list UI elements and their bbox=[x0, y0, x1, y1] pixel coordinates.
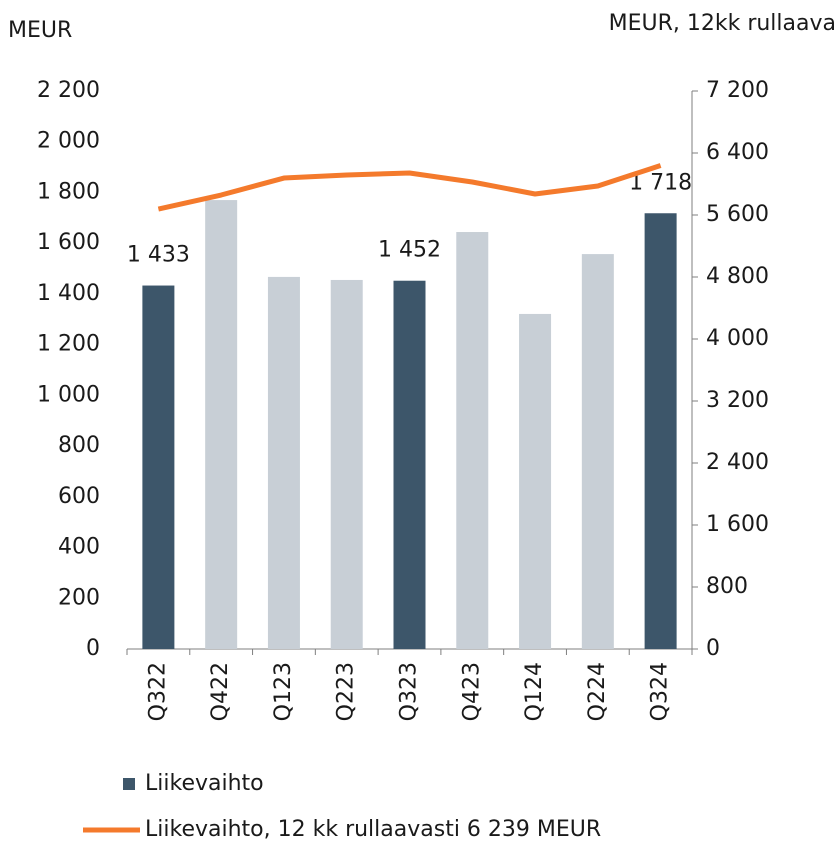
y-tick-label: 600 bbox=[58, 484, 100, 509]
y2-tick-label: 800 bbox=[706, 574, 748, 599]
x-tick-label: Q322 bbox=[145, 662, 170, 721]
bar bbox=[267, 276, 300, 649]
y-tick-label: 1 600 bbox=[37, 230, 100, 255]
y-tick-label: 400 bbox=[58, 535, 100, 560]
legend-label: Liikevaihto bbox=[145, 771, 264, 796]
y2-tick-label: 1 600 bbox=[706, 512, 769, 537]
bar bbox=[142, 285, 175, 649]
x-tick-label: Q323 bbox=[397, 662, 422, 721]
bar bbox=[456, 232, 489, 649]
x-tick-label: Q123 bbox=[271, 662, 296, 721]
y2-tick-label: 0 bbox=[706, 636, 720, 661]
y-tick-label: 2 000 bbox=[37, 129, 100, 154]
y-tick-label: 200 bbox=[58, 585, 100, 610]
bar bbox=[330, 279, 363, 649]
y-tick-label: 800 bbox=[58, 433, 100, 458]
y2-tick-label: 5 600 bbox=[706, 202, 769, 227]
y-tick-label: 0 bbox=[86, 636, 100, 661]
y2-tick-label: 4 800 bbox=[706, 264, 769, 289]
line bbox=[157, 163, 662, 212]
bar bbox=[205, 200, 238, 649]
y2-tick-label: 7 200 bbox=[706, 78, 769, 103]
y-tick-label: 2 200 bbox=[37, 78, 100, 103]
y-tick-label: 1 400 bbox=[37, 281, 100, 306]
y2-tick-label: 6 400 bbox=[706, 140, 769, 165]
data-label: 1 433 bbox=[127, 243, 190, 268]
x-tick-label: Q324 bbox=[648, 662, 673, 721]
y2-tick-label: 3 200 bbox=[706, 388, 769, 413]
y2-axis-title: MEUR, 12kk rullaava bbox=[609, 11, 836, 36]
y2-tick-label: 2 400 bbox=[706, 450, 769, 475]
y-tick-label: 1 200 bbox=[37, 332, 100, 357]
y-tick-label: 1 800 bbox=[37, 179, 100, 204]
legend-label: Liikevaihto, 12 kk rullaavasti 6 239 MEU… bbox=[145, 817, 601, 842]
legend-swatch bbox=[123, 778, 135, 790]
x-tick-label: Q224 bbox=[585, 662, 610, 721]
y2-tick-label: 4 000 bbox=[706, 326, 769, 351]
data-label: 1 452 bbox=[378, 238, 441, 263]
bar bbox=[644, 213, 677, 649]
y-axis-title: MEUR bbox=[8, 18, 72, 43]
y-tick-label: 1 000 bbox=[37, 382, 100, 407]
x-tick-label: Q423 bbox=[459, 662, 484, 721]
bar bbox=[581, 254, 614, 649]
bar bbox=[393, 280, 426, 649]
x-tick-label: Q124 bbox=[522, 662, 547, 721]
x-tick-label: Q223 bbox=[334, 662, 359, 721]
x-tick-label: Q422 bbox=[208, 662, 233, 721]
bar bbox=[519, 313, 552, 649]
